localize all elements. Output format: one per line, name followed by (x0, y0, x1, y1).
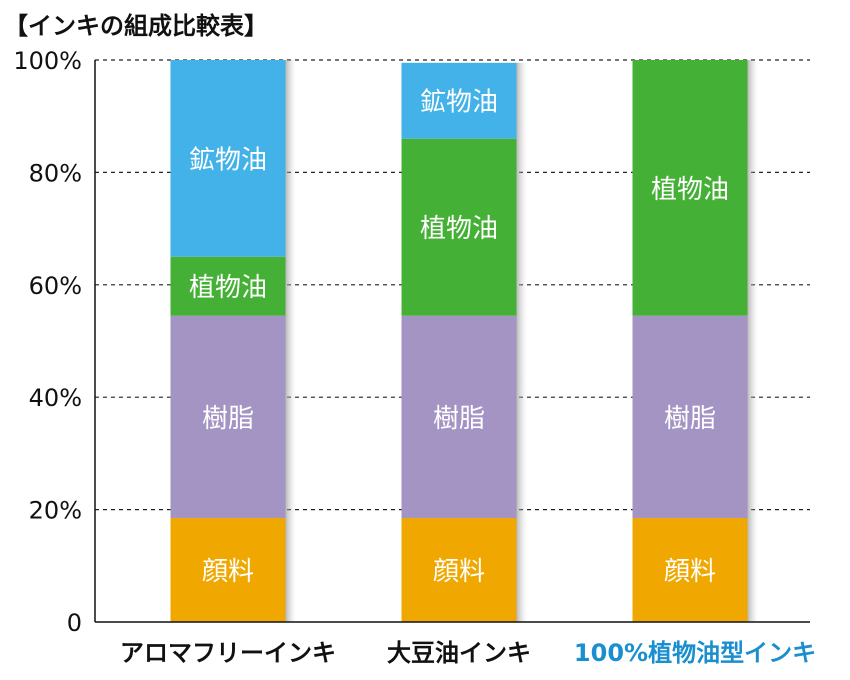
segment-label: 樹脂 (664, 404, 716, 434)
x-category-label: 大豆油インキ (387, 639, 531, 667)
bar-segment-顔料 (632, 518, 748, 622)
bar-segment-植物油 (632, 60, 748, 316)
segment-label: 鉱物油 (189, 145, 267, 175)
y-tick-label: 80% (29, 159, 82, 187)
bar-shadow (516, 62, 527, 623)
chart-title: 【インキの組成比較表】 (4, 12, 268, 40)
bar-shadow (747, 60, 758, 622)
segment-label: 樹脂 (433, 404, 485, 434)
bar-segment-顔料 (401, 518, 517, 622)
bar-segment-樹脂 (170, 315, 286, 519)
y-tick-label: 0 (67, 609, 82, 637)
bar-segment-樹脂 (632, 315, 748, 519)
segment-label: 顔料 (664, 557, 716, 587)
bar-segment-鉱物油 (170, 60, 286, 257)
bar-shadow (285, 60, 296, 622)
y-tick-label: 60% (29, 272, 82, 300)
y-tick-label: 40% (29, 384, 82, 412)
bar-segment-顔料 (170, 518, 286, 622)
bar-segment-樹脂 (401, 315, 517, 519)
segment-label: 樹脂 (202, 404, 254, 434)
x-category-label: 100%植物油型インキ (574, 639, 816, 667)
segment-label: 植物油 (189, 273, 267, 303)
bar-segment-鉱物油 (401, 62, 517, 139)
x-category-label: アロマフリーインキ (120, 639, 336, 667)
y-tick-label: 100% (13, 47, 82, 75)
segment-label: 顔料 (433, 557, 485, 587)
segment-label: 顔料 (202, 557, 254, 587)
bar-segment-植物油 (170, 256, 286, 316)
segment-label: 鉱物油 (420, 88, 498, 118)
segment-label: 植物油 (651, 175, 729, 205)
segment-label: 植物油 (420, 214, 498, 244)
bar-segment-植物油 (401, 138, 517, 316)
y-tick-label: 20% (29, 497, 82, 525)
